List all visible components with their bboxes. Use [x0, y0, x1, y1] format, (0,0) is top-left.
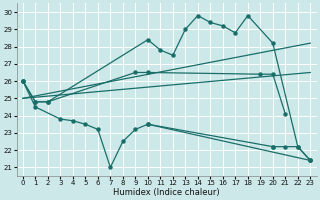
X-axis label: Humidex (Indice chaleur): Humidex (Indice chaleur)	[113, 188, 220, 197]
